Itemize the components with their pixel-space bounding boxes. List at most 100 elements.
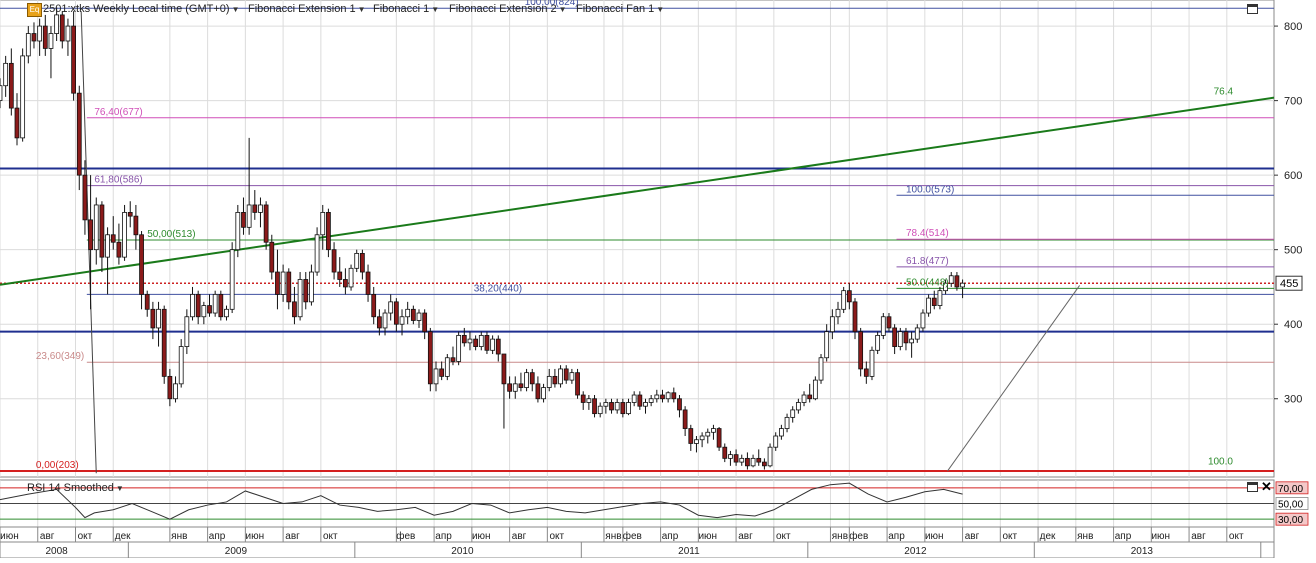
instrument-menu[interactable]: 2501:xtks Weekly Local time (GMT+0) ▼ — [43, 3, 239, 15]
candle — [807, 383, 813, 403]
candle — [42, 14, 48, 56]
candle — [863, 361, 869, 384]
dropdown-arrow-icon: ▼ — [231, 5, 240, 14]
month-label: янв — [832, 531, 848, 542]
candle-body — [495, 338, 501, 355]
candle — [575, 368, 580, 399]
candle-body — [8, 62, 14, 109]
candle-body — [105, 234, 110, 258]
candle-body — [337, 271, 343, 280]
candle-body — [920, 312, 926, 329]
candle — [960, 279, 965, 299]
candle-body — [150, 308, 156, 329]
candle — [495, 335, 501, 362]
candle-body — [139, 234, 144, 295]
candle-body — [784, 416, 790, 429]
candle-body — [552, 375, 558, 385]
candle-body — [699, 435, 705, 441]
rsi-maximize-icon[interactable] — [1247, 482, 1258, 492]
candle-body — [371, 293, 377, 318]
candle — [393, 298, 399, 332]
candle — [320, 204, 326, 250]
candle — [846, 283, 852, 310]
candle — [303, 272, 309, 310]
candle-body — [558, 368, 563, 385]
month-label: апр — [435, 531, 452, 542]
candle — [614, 398, 620, 414]
candle-body — [405, 308, 411, 318]
candle — [609, 398, 614, 414]
fan-label: 76.4 — [1214, 87, 1234, 98]
candle-body — [224, 308, 229, 318]
candle-body — [795, 402, 801, 411]
candle — [371, 286, 377, 325]
month-label: окт — [776, 531, 791, 542]
candle-body — [365, 271, 371, 295]
close-icon[interactable]: ✕ — [1261, 479, 1272, 494]
candle — [365, 264, 371, 302]
candle-body — [886, 316, 892, 329]
y-tick-label: 300 — [1284, 394, 1302, 406]
candle — [546, 368, 552, 392]
month-label: июн — [925, 531, 944, 542]
candle-body — [416, 312, 422, 321]
candle — [229, 242, 235, 314]
candle — [829, 309, 835, 340]
month-label: июн — [1151, 531, 1170, 542]
grid-lines — [0, 0, 1275, 528]
candle — [762, 458, 767, 470]
candle — [348, 264, 354, 291]
candle — [705, 428, 711, 444]
candle — [892, 324, 898, 355]
candle — [48, 26, 54, 79]
candle — [937, 286, 943, 310]
candle-body — [773, 435, 779, 448]
candle — [286, 268, 292, 310]
candle-body — [331, 249, 337, 273]
candle-body — [360, 253, 365, 273]
month-label: дек — [115, 531, 131, 542]
candle-body — [546, 375, 552, 388]
equity-icon[interactable]: Eq — [27, 3, 42, 17]
month-label: авг — [965, 531, 980, 542]
candle-body — [829, 316, 835, 333]
fib-label: 61.8(477) — [906, 256, 949, 267]
candle — [558, 365, 563, 388]
candle — [739, 454, 745, 466]
candle-body — [875, 334, 881, 351]
candle — [360, 249, 365, 280]
candle — [784, 413, 790, 433]
candle-body — [76, 92, 82, 176]
candle-body — [643, 402, 648, 407]
candle — [818, 354, 824, 384]
candle-body — [178, 346, 184, 385]
candle — [37, 18, 43, 56]
y-tick-label: 500 — [1284, 245, 1302, 257]
rsi-level-box — [1275, 481, 1309, 495]
month-label: авг — [285, 531, 300, 542]
month-label: дек — [1040, 531, 1056, 542]
maximize-icon[interactable] — [1247, 4, 1258, 14]
candle-body — [490, 338, 495, 351]
candle — [416, 309, 422, 328]
month-label: окт — [1229, 531, 1244, 542]
candle-body — [258, 204, 263, 213]
tool-fib-extension-2[interactable]: Fibonacci Extension 2 ▼ — [449, 3, 567, 15]
candle — [597, 402, 603, 418]
candle-body — [127, 212, 133, 217]
candle-body — [812, 379, 818, 400]
tool-fibonacci-fan-1[interactable]: Fibonacci Fan 1 ▼ — [576, 3, 664, 15]
tool-fibonacci-1[interactable]: Fibonacci 1 ▼ — [373, 3, 439, 15]
candle — [603, 398, 609, 414]
candle-body — [960, 282, 965, 288]
candle — [71, 11, 76, 101]
candle-body — [427, 331, 433, 385]
dropdown-arrow-icon: ▼ — [431, 5, 440, 14]
candle — [812, 376, 818, 401]
candle — [563, 365, 569, 384]
month-label: апр — [888, 531, 905, 542]
last-price-label: 455 — [1280, 278, 1298, 290]
tool-fib-extension-1[interactable]: Fibonacci Extension 1 ▼ — [248, 3, 366, 15]
rsi-menu[interactable]: RSI 14 Smoothed ▼ — [27, 482, 124, 494]
